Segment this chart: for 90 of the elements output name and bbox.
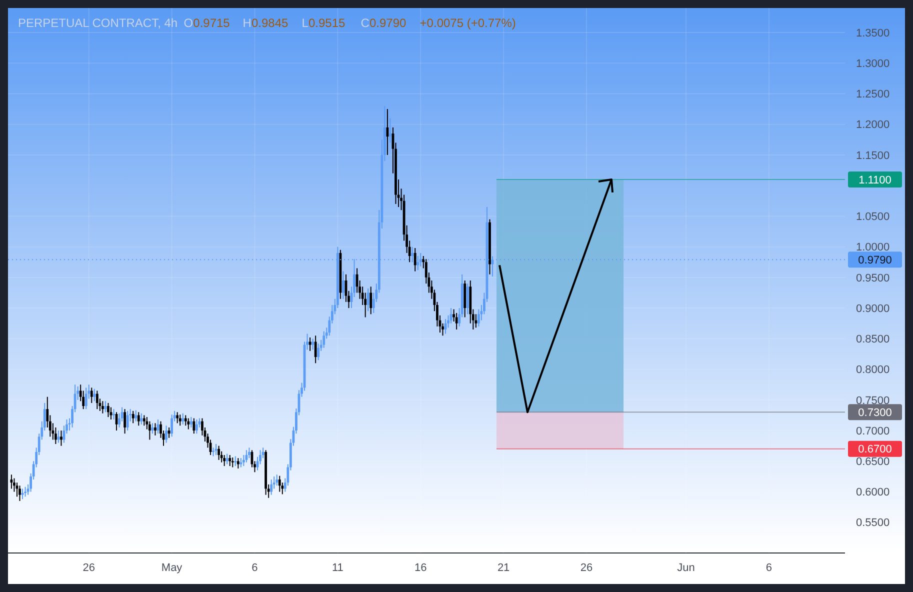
candlestick <box>154 422 156 436</box>
candlestick <box>132 410 134 424</box>
candlestick <box>192 418 196 434</box>
candlestick <box>218 445 220 460</box>
candlestick <box>314 335 317 364</box>
y-tick-label: 1.3500 <box>856 27 890 40</box>
candlestick <box>176 412 179 424</box>
candlestick <box>54 426 57 444</box>
candlestick <box>126 410 129 432</box>
candlestick <box>187 418 190 430</box>
candlestick <box>18 485 21 502</box>
candlestick <box>90 387 93 404</box>
y-tick-label: 1.3000 <box>856 58 890 70</box>
candlestick <box>477 308 480 327</box>
candlestick <box>270 479 273 496</box>
candlestick <box>389 118 392 144</box>
x-tick-label: May <box>161 562 183 574</box>
candlestick <box>248 447 250 459</box>
candlestick <box>366 288 370 312</box>
candlestick <box>195 419 198 434</box>
candlestick <box>184 414 187 426</box>
y-tick-label: 1.1500 <box>856 150 890 162</box>
candlestick <box>322 330 326 348</box>
x-tick-label: 26 <box>82 562 95 574</box>
candlestick <box>236 458 240 469</box>
candlestick <box>101 400 104 414</box>
y-tick-label: 0.7000 <box>856 425 890 438</box>
ref-line-label: 0.6700 <box>858 444 892 456</box>
y-tick-label: 0.8500 <box>856 334 890 346</box>
x-tick-label: 26 <box>580 562 593 574</box>
y-tick-label: 0.6500 <box>856 456 890 468</box>
candlestick <box>455 312 458 330</box>
candlestick <box>182 412 184 425</box>
candlestick <box>134 410 138 422</box>
annotation: L0.9515 <box>302 16 346 30</box>
candlestick <box>231 456 234 468</box>
candlestick <box>165 425 168 444</box>
y-tick-label: 0.6000 <box>856 486 890 499</box>
candlestick <box>312 338 314 350</box>
candlestick <box>414 248 416 272</box>
annotation: H0.9845 <box>242 16 288 30</box>
y-tick-label: 1.0500 <box>856 211 890 224</box>
candlestick <box>466 283 469 315</box>
text: PERPETUAL CONTRACT, 4h <box>18 16 178 30</box>
ref-line-label: 0.9790 <box>858 254 892 267</box>
annotation: C0.9790 <box>360 16 406 30</box>
x-tick-label: 21 <box>497 562 510 574</box>
candlestick <box>96 390 98 410</box>
x-tick-label: Jun <box>677 562 695 574</box>
candlestick <box>93 388 96 402</box>
candlestick <box>317 343 320 361</box>
x-tick-label: 11 <box>332 562 344 574</box>
candlestick <box>228 454 232 467</box>
ref-line-label: 0.7300 <box>858 407 892 420</box>
candlestick <box>190 416 192 428</box>
candlestick <box>124 408 126 434</box>
x-tick-label: 6 <box>252 562 258 574</box>
ref-line-label: 1.1100 <box>858 174 892 186</box>
y-tick-label: 0.7500 <box>856 394 890 407</box>
candlestick <box>170 414 174 438</box>
candlestick <box>60 430 62 446</box>
candlestick <box>308 336 312 352</box>
candlestick <box>84 387 88 410</box>
candlestick <box>107 402 110 418</box>
y-tick-label: 0.8000 <box>856 364 890 376</box>
x-tick-label: 16 <box>414 562 427 574</box>
candlestick <box>474 314 478 328</box>
candlestick <box>386 108 389 156</box>
y-tick-label: 1.2000 <box>856 119 890 132</box>
candlestick <box>137 412 140 426</box>
y-tick-label: 1.0000 <box>856 242 890 254</box>
candlestick <box>276 474 278 486</box>
y-tick-label: 0.5500 <box>856 517 890 530</box>
candlestick <box>178 414 182 426</box>
candlestick <box>342 270 344 300</box>
candlestick <box>13 478 16 492</box>
candlestick <box>278 475 281 492</box>
candlestick <box>370 286 372 315</box>
y-tick-label: 1.2500 <box>856 88 890 101</box>
y-tick-label: 0.9000 <box>856 302 890 315</box>
annotation: +0.0075 (+0.77%) <box>420 16 516 30</box>
candlestick <box>142 414 146 426</box>
candlestick <box>226 453 228 465</box>
annotation: O0.9715 <box>184 16 230 30</box>
candlestick <box>223 454 226 467</box>
x-tick-label: 6 <box>766 562 772 574</box>
candlestick <box>234 456 237 467</box>
candlestick <box>140 412 143 425</box>
candlestick <box>148 420 151 440</box>
y-tick-label: 0.9500 <box>856 272 890 284</box>
